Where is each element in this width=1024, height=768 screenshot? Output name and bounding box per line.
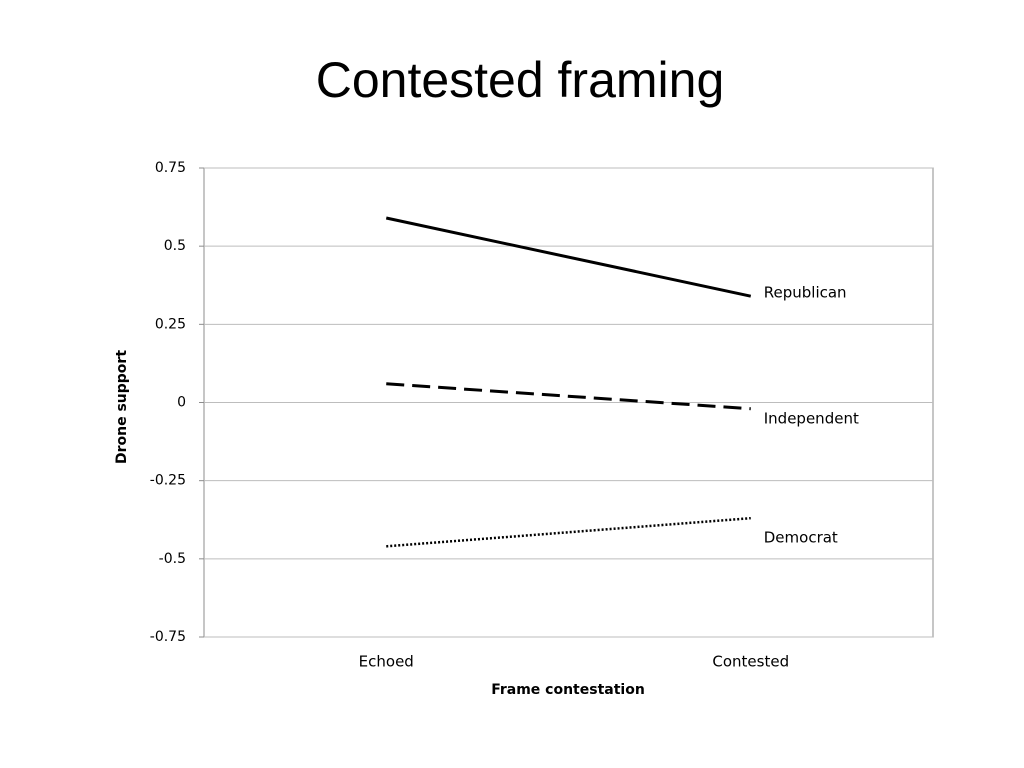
- series-line: [386, 516, 751, 548]
- y-tick-label: -0.25: [150, 473, 186, 489]
- series-label: Republican: [764, 284, 847, 302]
- x-tick-label: Contested: [712, 653, 789, 671]
- series-line: [385, 216, 752, 298]
- y-tick-label: 0: [177, 395, 186, 411]
- x-axis-title: Frame contestation: [491, 682, 645, 698]
- y-tick-label: 0.25: [155, 316, 186, 332]
- y-tick-label: -0.5: [159, 551, 186, 567]
- y-tick-label: 0.5: [164, 238, 186, 254]
- y-tick-label: -0.75: [150, 629, 186, 645]
- series-label: Democrat: [764, 529, 838, 547]
- series-line: [386, 382, 751, 411]
- series-label: Independent: [764, 410, 859, 428]
- slide-title: Contested framing: [316, 52, 725, 108]
- x-tick-label: Echoed: [359, 653, 414, 671]
- y-tick-label: 0.75: [155, 160, 186, 176]
- y-axis-title: Drone support: [114, 350, 130, 464]
